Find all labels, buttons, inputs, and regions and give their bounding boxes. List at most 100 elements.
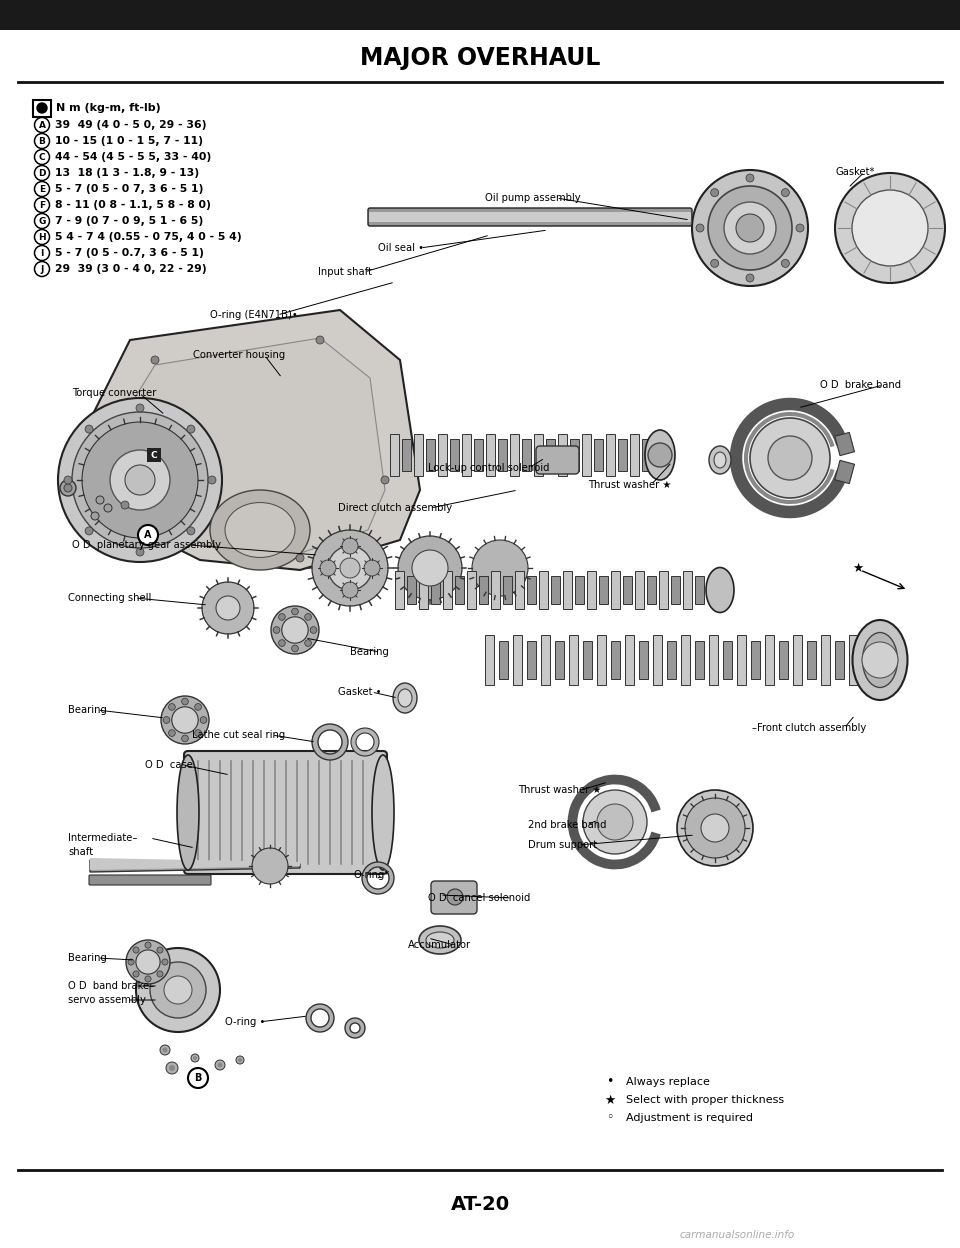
Circle shape xyxy=(187,426,195,433)
Circle shape xyxy=(750,418,830,498)
Bar xyxy=(625,635,634,685)
Circle shape xyxy=(796,223,804,232)
FancyBboxPatch shape xyxy=(536,446,579,474)
Text: ★: ★ xyxy=(605,1093,615,1107)
Bar xyxy=(647,577,656,604)
Circle shape xyxy=(104,504,112,512)
Circle shape xyxy=(136,948,220,1032)
Circle shape xyxy=(37,104,47,114)
Circle shape xyxy=(274,626,280,634)
Text: •: • xyxy=(607,1076,613,1088)
Circle shape xyxy=(145,976,151,982)
Text: Adjustment is required: Adjustment is required xyxy=(626,1113,753,1123)
Circle shape xyxy=(35,230,50,245)
Circle shape xyxy=(164,976,192,1003)
Circle shape xyxy=(35,197,50,212)
Bar xyxy=(402,439,411,470)
Text: O D  brake band: O D brake band xyxy=(820,379,901,389)
Bar xyxy=(623,577,632,604)
Circle shape xyxy=(202,582,254,634)
Bar xyxy=(606,434,615,475)
Text: E: E xyxy=(39,185,45,193)
Circle shape xyxy=(692,170,808,286)
Circle shape xyxy=(746,275,754,282)
Text: O D  planetary gear assembly: O D planetary gear assembly xyxy=(72,540,221,550)
Text: Thrust washer ★: Thrust washer ★ xyxy=(588,480,671,490)
Bar xyxy=(642,439,651,470)
Circle shape xyxy=(35,213,50,228)
Bar xyxy=(498,439,507,470)
Circle shape xyxy=(121,500,129,509)
Circle shape xyxy=(64,484,72,492)
Text: Gasket*: Gasket* xyxy=(835,167,875,177)
Text: N m (kg-m, ft-lb): N m (kg-m, ft-lb) xyxy=(56,104,160,114)
Ellipse shape xyxy=(426,932,454,948)
Text: AT-20: AT-20 xyxy=(450,1196,510,1214)
Circle shape xyxy=(169,704,176,710)
Circle shape xyxy=(781,260,789,267)
Circle shape xyxy=(736,213,764,242)
Ellipse shape xyxy=(645,431,675,480)
Bar xyxy=(737,635,746,685)
Bar xyxy=(395,572,404,609)
Bar xyxy=(599,577,608,604)
Circle shape xyxy=(151,356,159,364)
Text: O D  band brake–: O D band brake– xyxy=(68,981,155,991)
Polygon shape xyxy=(85,310,420,570)
Circle shape xyxy=(215,1060,225,1070)
Circle shape xyxy=(316,336,324,344)
Circle shape xyxy=(412,550,448,587)
Text: 44 - 54 (4 5 - 5 5, 33 - 40): 44 - 54 (4 5 - 5 5, 33 - 40) xyxy=(55,152,211,162)
Circle shape xyxy=(310,626,317,634)
Circle shape xyxy=(208,475,216,484)
Bar xyxy=(443,572,452,609)
Circle shape xyxy=(72,412,208,548)
Bar xyxy=(583,641,592,679)
Circle shape xyxy=(187,527,195,535)
Circle shape xyxy=(191,1055,199,1062)
Bar xyxy=(527,577,536,604)
Circle shape xyxy=(781,188,789,197)
Text: MAJOR OVERHAUL: MAJOR OVERHAUL xyxy=(360,46,600,70)
Bar xyxy=(510,434,519,475)
Bar xyxy=(555,641,564,679)
Circle shape xyxy=(181,735,188,741)
Circle shape xyxy=(85,527,93,535)
Polygon shape xyxy=(90,859,300,870)
Circle shape xyxy=(685,797,745,859)
Text: Select with proper thickness: Select with proper thickness xyxy=(626,1094,784,1104)
Text: A: A xyxy=(38,121,45,130)
Circle shape xyxy=(835,173,945,283)
Text: carmanualsonline.info: carmanualsonline.info xyxy=(680,1231,795,1241)
Ellipse shape xyxy=(398,689,412,708)
Circle shape xyxy=(708,186,792,270)
Text: ◦: ◦ xyxy=(607,1112,613,1124)
Circle shape xyxy=(583,790,647,854)
Circle shape xyxy=(195,730,202,736)
Bar xyxy=(426,439,435,470)
Circle shape xyxy=(296,554,304,562)
Ellipse shape xyxy=(862,633,898,688)
Bar xyxy=(515,572,524,609)
Bar xyxy=(751,641,760,679)
Text: A: A xyxy=(144,530,152,540)
Circle shape xyxy=(35,134,50,149)
Circle shape xyxy=(126,940,170,983)
Bar xyxy=(709,635,718,685)
Circle shape xyxy=(58,398,222,562)
Text: Drum support: Drum support xyxy=(528,840,597,850)
Circle shape xyxy=(342,538,358,554)
Ellipse shape xyxy=(852,620,907,700)
Circle shape xyxy=(96,495,104,504)
Circle shape xyxy=(162,1047,167,1052)
Ellipse shape xyxy=(210,490,310,570)
Bar xyxy=(455,577,464,604)
Circle shape xyxy=(381,475,389,484)
Circle shape xyxy=(216,597,240,620)
Text: Bearing: Bearing xyxy=(350,646,389,656)
Bar xyxy=(438,434,447,475)
Bar xyxy=(0,0,960,30)
Bar xyxy=(821,635,830,685)
Circle shape xyxy=(193,1056,197,1060)
Text: C: C xyxy=(151,451,157,459)
